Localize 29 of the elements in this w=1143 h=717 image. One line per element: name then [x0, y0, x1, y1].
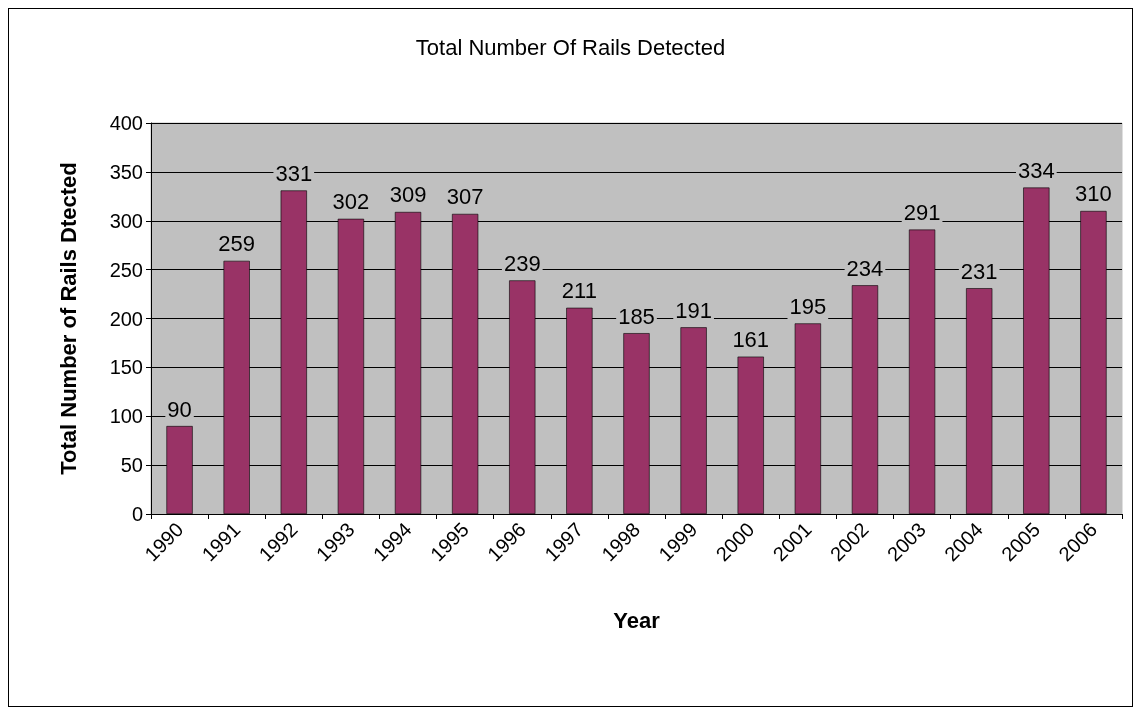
data-label: 234: [846, 255, 884, 281]
chart-title: Total Number Of Rails Detected: [415, 34, 726, 60]
data-label: 302: [332, 189, 370, 215]
data-label: 331: [275, 160, 313, 186]
data-label: 185: [618, 303, 655, 329]
y-tick-label: 150: [109, 356, 143, 379]
y-tick-label: 350: [109, 160, 143, 183]
y-tick-label: 100: [109, 405, 143, 428]
y-axis-title: Total Number of Rails Dtected: [55, 162, 81, 475]
y-tick-label: 200: [109, 307, 143, 330]
data-label: 195: [789, 293, 827, 319]
data-label: 307: [446, 184, 484, 210]
x-axis-title: Year: [613, 607, 661, 633]
data-label: 239: [503, 250, 541, 276]
data-label: 310: [1075, 181, 1112, 207]
data-label: 90: [167, 396, 192, 422]
data-label: 309: [389, 182, 427, 208]
data-label: 211: [561, 278, 597, 304]
data-label: 231: [960, 258, 998, 284]
y-tick-label: 0: [131, 503, 143, 525]
y-tick-label: 50: [120, 454, 143, 477]
data-label: 191: [675, 297, 712, 323]
data-label: 259: [218, 231, 256, 257]
data-label: 334: [1017, 158, 1055, 184]
y-tick-label: 300: [109, 209, 143, 232]
y-tick-label: 250: [109, 258, 143, 281]
y-tick-label: 400: [109, 112, 143, 134]
data-label: 291: [903, 200, 941, 226]
data-label: 161: [732, 327, 770, 353]
